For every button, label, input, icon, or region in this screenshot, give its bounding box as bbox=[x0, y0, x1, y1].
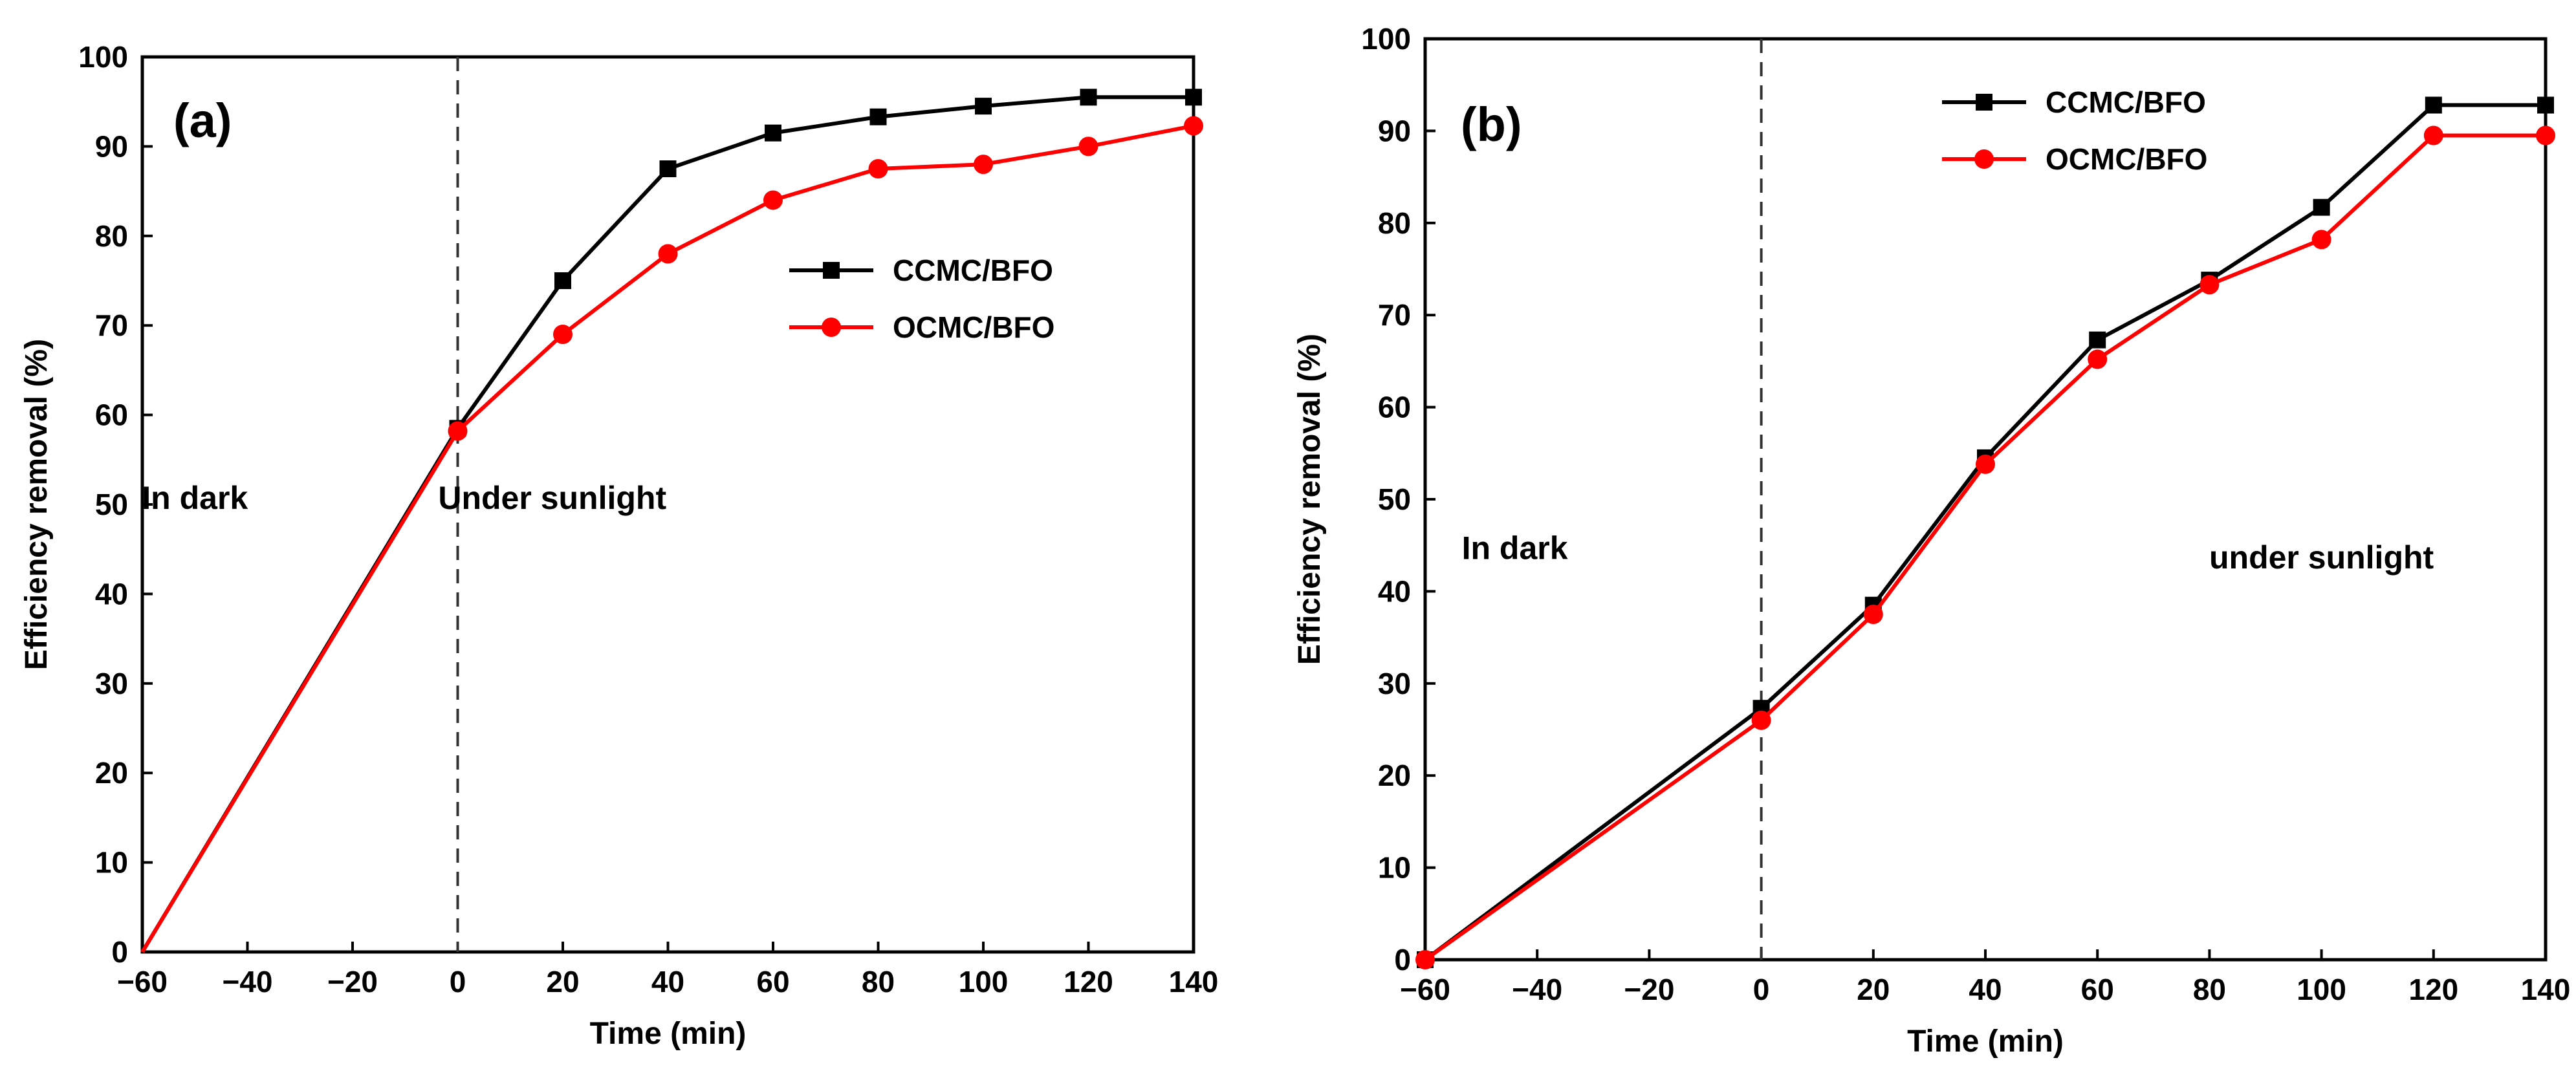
x-tick-label: 140 bbox=[1169, 965, 1219, 999]
y-tick-label: 100 bbox=[78, 40, 128, 74]
plot-area-frame bbox=[140, 55, 1195, 954]
x-tick-label: 120 bbox=[1064, 965, 1113, 999]
data-point-ocmc-bfo bbox=[1415, 950, 1435, 969]
y-axis-title: Efficiency removal (%) bbox=[1293, 334, 1327, 665]
x-tick-label: −20 bbox=[327, 965, 378, 999]
x-tick-label: 20 bbox=[546, 965, 579, 999]
data-point-ocmc-bfo bbox=[2199, 275, 2220, 295]
panel-label: (a) bbox=[173, 94, 232, 147]
y-tick-label: 40 bbox=[1378, 574, 1411, 608]
data-point-ccmc-bfo bbox=[2425, 96, 2442, 114]
data-point-ccmc-bfo bbox=[659, 160, 677, 177]
panel-label: (b) bbox=[1461, 98, 1522, 151]
data-point-ocmc-bfo bbox=[2088, 349, 2108, 369]
x-tick-label: 0 bbox=[450, 965, 466, 999]
data-point-ocmc-bfo bbox=[553, 325, 573, 345]
data-point-ocmc-bfo bbox=[2311, 230, 2331, 250]
x-tick-label: −40 bbox=[222, 965, 272, 999]
y-tick-label: 20 bbox=[1378, 759, 1411, 792]
legend-label-ocmc-bfo: OCMC/BFO bbox=[893, 310, 1054, 344]
legend-marker-ocmc-bfo bbox=[1974, 149, 1994, 169]
y-tick-label: 40 bbox=[95, 577, 128, 610]
y-tick-label: 90 bbox=[95, 129, 128, 163]
chart-panel-b: 0 10 20 30 40 50 60 70 80 90 100 −60 −40 −20 0 20 40 60 80… bbox=[1293, 22, 2570, 1059]
data-point-ccmc-bfo bbox=[2537, 96, 2554, 114]
legend: CCMC/BFO OCMC/BFO bbox=[1942, 85, 2207, 176]
x-tick-label: 60 bbox=[756, 965, 789, 999]
x-axis-title: Time (min) bbox=[590, 1017, 747, 1051]
x-tick-label: −20 bbox=[1624, 973, 1674, 1006]
annotation-in-dark: In dark bbox=[142, 480, 248, 516]
data-point-ocmc-bfo bbox=[2536, 125, 2555, 146]
data-point-ccmc-bfo bbox=[765, 124, 781, 142]
x-tick-label: 40 bbox=[651, 965, 684, 999]
data-point-ocmc-bfo bbox=[1863, 605, 1883, 624]
y-tick-label: 90 bbox=[1378, 114, 1411, 147]
y-tick-label: 0 bbox=[1394, 943, 1411, 977]
y-axis-title: Efficiency removal (%) bbox=[19, 339, 54, 670]
y-tick-label: 30 bbox=[95, 667, 128, 700]
data-point-ocmc-bfo bbox=[868, 159, 888, 178]
annotation-under-sunlight: under sunlight bbox=[2209, 539, 2434, 576]
data-point-ocmc-bfo bbox=[974, 155, 993, 175]
x-tick-label: 120 bbox=[2408, 973, 2458, 1006]
y-tick-label: 70 bbox=[1378, 298, 1411, 332]
annotation-under-sunlight: Under sunlight bbox=[438, 480, 666, 516]
data-point-ccmc-bfo bbox=[1080, 89, 1097, 106]
legend-marker-ccmc-bfo bbox=[1976, 94, 1992, 111]
x-tick-label: 60 bbox=[2081, 973, 2114, 1006]
y-tick-label: 20 bbox=[95, 756, 128, 790]
data-point-ocmc-bfo bbox=[1976, 454, 1995, 474]
legend: CCMC/BFO OCMC/BFO bbox=[789, 254, 1054, 344]
y-tick-label: 10 bbox=[95, 846, 128, 880]
y-tick-label: 50 bbox=[95, 488, 128, 521]
data-point-ocmc-bfo bbox=[658, 244, 678, 264]
x-tick-label: −60 bbox=[1400, 973, 1450, 1006]
data-point-ccmc-bfo bbox=[2089, 331, 2106, 349]
data-point-ocmc-bfo bbox=[2423, 125, 2443, 146]
legend-label-ccmc-bfo: CCMC/BFO bbox=[893, 254, 1053, 287]
y-tick-label: 60 bbox=[1378, 391, 1411, 424]
chart-panel-a: 0 10 20 30 40 50 60 70 80 90 100 −60 −40 −20 0 20 40 60 80… bbox=[19, 40, 1218, 1051]
data-point-ocmc-bfo bbox=[763, 190, 783, 210]
data-point-ccmc-bfo bbox=[975, 98, 992, 115]
y-tick-label: 100 bbox=[1361, 22, 1411, 56]
y-tick-label: 80 bbox=[95, 219, 128, 253]
plot-area-frame bbox=[1423, 37, 2548, 962]
annotation-in-dark: In dark bbox=[1462, 530, 1568, 567]
x-tick-label: 100 bbox=[2297, 973, 2346, 1006]
legend-marker-ccmc-bfo bbox=[823, 262, 840, 279]
x-tick-label: −40 bbox=[1512, 973, 1562, 1006]
x-tick-label: −60 bbox=[117, 965, 168, 999]
y-tick-label: 50 bbox=[1378, 482, 1411, 516]
data-point-ocmc-bfo bbox=[1184, 116, 1203, 136]
y-tick-label: 10 bbox=[1378, 851, 1411, 885]
y-tick-label: 60 bbox=[95, 398, 128, 432]
y-tick-label: 70 bbox=[95, 308, 128, 342]
x-axis-title: Time (min) bbox=[1907, 1024, 2064, 1059]
x-tick-label: 0 bbox=[1753, 973, 1770, 1006]
legend-label-ccmc-bfo: CCMC/BFO bbox=[2046, 85, 2206, 119]
data-point-ocmc-bfo bbox=[448, 421, 468, 441]
y-tick-label: 30 bbox=[1378, 667, 1411, 700]
y-tick-label: 0 bbox=[111, 935, 128, 969]
series-line-ccmc-bfo bbox=[1424, 103, 2546, 962]
data-point-ccmc-bfo bbox=[554, 272, 571, 289]
x-tick-label: 20 bbox=[1857, 973, 1890, 1006]
y-tick-label: 80 bbox=[1378, 206, 1411, 240]
data-point-ccmc-bfo bbox=[869, 108, 887, 125]
series-line-ccmc-bfo bbox=[140, 95, 1194, 953]
x-tick-label: 80 bbox=[862, 965, 895, 999]
x-tick-label: 100 bbox=[959, 965, 1009, 999]
x-tick-label: 140 bbox=[2521, 973, 2571, 1006]
x-tick-label: 80 bbox=[2193, 973, 2226, 1006]
legend-marker-ocmc-bfo bbox=[822, 318, 841, 337]
data-point-ocmc-bfo bbox=[1078, 136, 1098, 157]
x-tick-label: 40 bbox=[1969, 973, 2002, 1006]
legend-label-ocmc-bfo: OCMC/BFO bbox=[2046, 142, 2207, 176]
data-point-ocmc-bfo bbox=[1751, 710, 1771, 730]
data-point-ccmc-bfo bbox=[2313, 199, 2330, 216]
data-point-ccmc-bfo bbox=[1185, 89, 1202, 106]
